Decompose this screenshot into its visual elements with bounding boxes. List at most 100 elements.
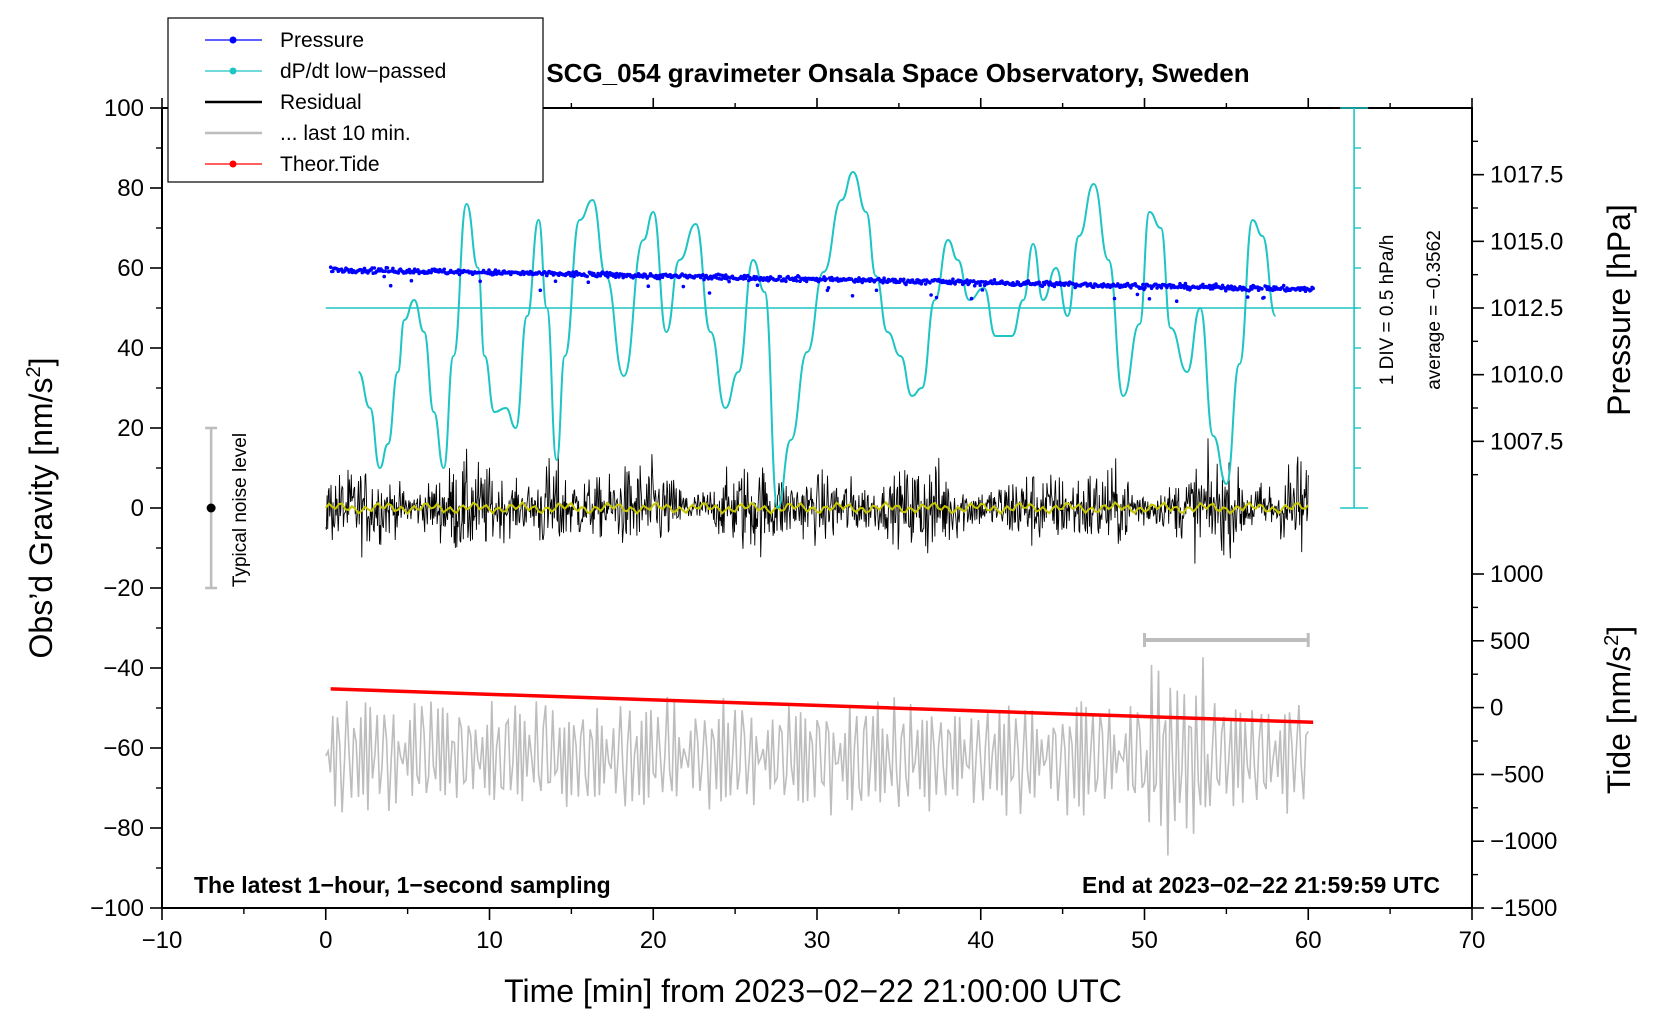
pressure-point [478,279,483,284]
pressure-point [572,274,576,279]
pressure-tick-label: 1012.5 [1490,295,1563,322]
x-tick-label: 30 [804,927,831,954]
pressure-point [707,291,712,295]
annotation-end-time: End at 2023−02−22 21:59:59 UTC [1082,872,1440,898]
pressure-point [1159,286,1164,290]
pressure-point [1262,295,1266,300]
pressure-point [409,278,414,283]
legend-marker [229,67,237,75]
pressure-point [784,279,788,284]
x-tick-label: 70 [1459,927,1486,954]
y-tick-label: −20 [103,575,144,602]
pressure-point [965,278,969,282]
pressure-point [328,265,333,270]
x-tick-label: 20 [640,927,667,954]
pressure-point [1311,286,1315,291]
pressure-point [1214,282,1218,286]
legend-label: ... last 10 min. [280,122,411,145]
pressure-point [553,279,558,284]
pressure-point [657,276,662,281]
pressure-point [1091,285,1096,290]
residual-line [325,438,1309,564]
pressure-tick-label: 1010.0 [1490,362,1563,389]
tide-tick-label: 500 [1490,628,1530,655]
y-axis-title-tide-sup: 2 [1601,635,1623,646]
pressure-point [1250,287,1254,291]
legend: Pressure dP/dt low−passed Residual ... last… [167,17,544,183]
pressure-point [372,266,377,270]
pressure-point [442,267,447,272]
pressure-point [778,275,783,279]
x-tick-label: 40 [967,927,994,954]
legend-label: dP/dt low−passed [280,60,446,83]
noise-level-label: Typical noise level [230,433,251,587]
y-tick-label: 80 [117,175,144,202]
pressure-tick-label: 1015.0 [1490,228,1563,255]
y-tick-label: 100 [104,95,144,122]
pressure-point [860,280,865,285]
pressure-point [487,268,491,272]
pressure-point [567,271,572,275]
x-tick-label: −10 [142,927,183,954]
pressure-point [1281,283,1286,288]
y-axis-title-tide-end: ] [1601,626,1637,635]
pressure-point [969,296,974,301]
pressure-point [382,274,387,279]
pressure-point [362,266,367,271]
pressure-point [902,277,906,282]
pressure-point [681,284,686,289]
y-tick-label: −40 [103,655,144,682]
tide-tick-label: −500 [1490,761,1544,788]
pressure-point [1201,282,1205,287]
x-tick-label: 10 [476,927,503,954]
pressure-point [1224,288,1228,293]
pressure-point [641,275,645,279]
x-axis-title: Time [min] from 2023−02−22 21:00:00 UTC [504,973,1122,1009]
pressure-point [795,279,799,283]
legend-label: Theor.Tide [280,153,380,176]
axes-layer: −10 0 10 20 30 40 50 60 70−100−80−60−40−20020406… [90,95,1563,954]
pressure-point [1135,292,1140,297]
pressure-point [914,280,918,285]
pressure-point [538,288,543,293]
y-tick-label: 40 [117,335,144,362]
legend-marker [229,36,237,44]
pressure-point [929,293,933,297]
y-tick-label: −100 [90,895,144,922]
pressure-point [1129,286,1133,290]
y-axis-title-pressure: Pressure [hPa] [1601,204,1637,416]
pressure-tick-label: 1007.5 [1490,428,1563,455]
legend-label: Pressure [280,29,364,52]
y-tick-label: −80 [103,815,144,842]
pressure-point [339,267,344,272]
pressure-point [1141,282,1145,287]
pressure-point [978,283,982,288]
pressure-point [391,266,395,271]
y-tick-label: −60 [103,735,144,762]
dpdt-average-note: average = −0.3562 [1424,230,1445,390]
pressure-point [606,275,610,279]
pressure-point [835,276,839,281]
pressure-point [874,288,879,293]
y-axis-title-left-text: Obs’d Gravity [nm/s [23,378,59,659]
pressure-point [331,269,335,274]
pressure-point [719,277,724,281]
pressure-point [923,282,928,286]
y-tick-label: 0 [131,495,144,522]
annotation-sampling: The latest 1−hour, 1−second sampling [194,872,611,898]
x-tick-label: 0 [319,927,332,954]
tide-tick-label: −1500 [1490,895,1557,922]
pressure-point [1174,299,1179,304]
pressure-point [934,295,939,300]
misc-layer [205,426,1310,647]
pressure-point [928,281,932,285]
pressure-point [776,277,780,282]
pressure-point [388,283,393,288]
pressure-point [668,273,672,277]
y-tick-label: 20 [117,415,144,442]
tide-tick-label: 0 [1490,695,1503,722]
pressure-point [992,278,997,282]
dpdt-div-note: 1 DIV = 0.5 hPa/h [1377,235,1398,386]
pressure-point [646,284,651,289]
